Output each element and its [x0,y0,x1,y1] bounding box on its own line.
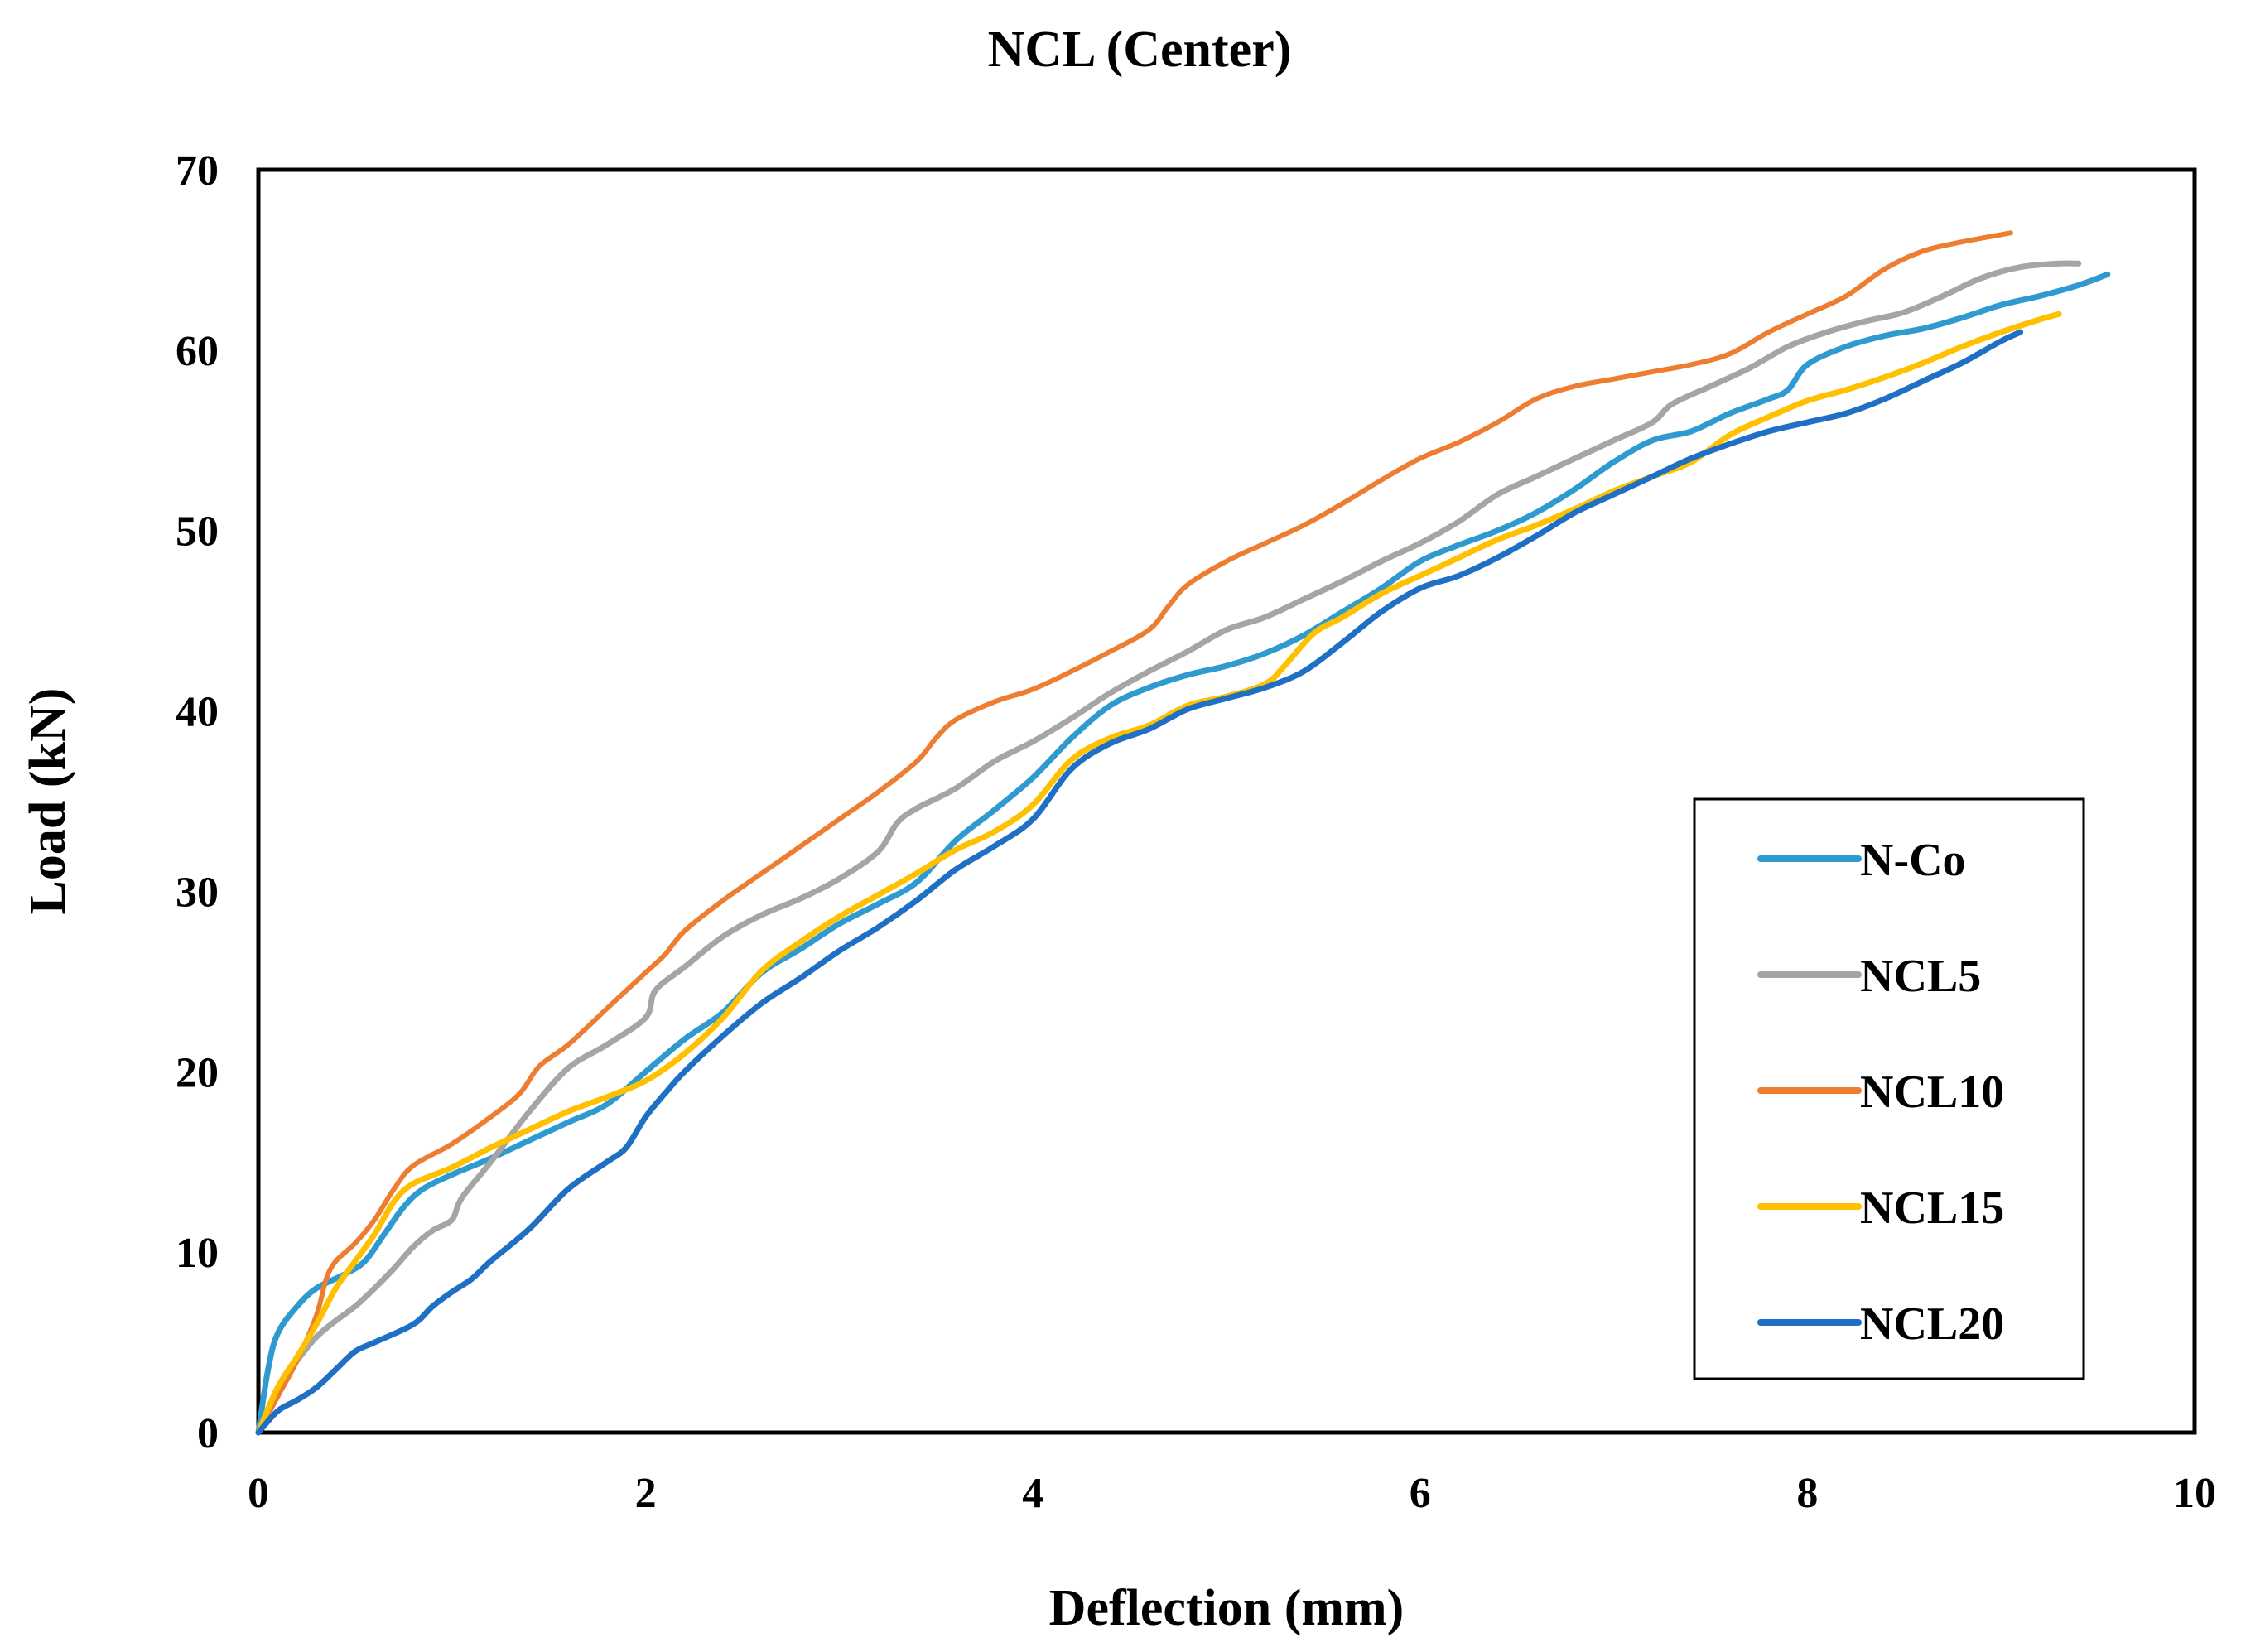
y-tick-label: 60 [176,328,219,375]
y-tick-label: 20 [176,1049,219,1096]
series-line-ncl5 [255,260,2082,1436]
y-tick-label: 70 [176,147,219,195]
x-tick-label: 0 [248,1470,269,1517]
y-tick-label: 10 [176,1230,219,1277]
legend-label-ncl15: NCL15 [1860,1182,2004,1234]
y-axis-label: Load (kN) [20,688,76,915]
x-tick-label: 10 [2173,1470,2216,1517]
series-line-ncl15 [255,311,2062,1436]
chart-title: NCL (Center) [988,22,1292,78]
x-axis: 0 2 4 6 8 10 [248,1470,2216,1517]
y-axis: 0 10 20 30 40 50 60 70 [176,147,219,1457]
y-tick-label: 40 [176,689,219,736]
series-line-ncl20 [255,329,2024,1436]
series-line-ncl10 [256,230,2013,1435]
x-tick-label: 8 [1796,1470,1818,1517]
x-tick-label: 6 [1410,1470,1431,1517]
y-tick-label: 30 [176,869,219,916]
x-tick-label: 2 [635,1470,657,1517]
legend-label-ncl20: NCL20 [1860,1298,2004,1350]
y-tick-label: 50 [176,508,219,556]
y-tick-label: 0 [197,1410,219,1457]
plot-border [256,167,2197,1435]
x-axis-label: Deflection (mm) [1049,1580,1405,1636]
legend-label-n-co: N-Co [1860,835,1966,886]
x-tick-label: 4 [1022,1470,1043,1517]
legend: N-Co NCL5 NCL10 NCL15 NCL20 [1693,797,2085,1380]
plot-area [255,230,2111,1436]
series-line-n-co [255,271,2111,1436]
legend-label-ncl10: NCL10 [1860,1067,2004,1118]
legend-label-ncl5: NCL5 [1860,951,1981,1002]
